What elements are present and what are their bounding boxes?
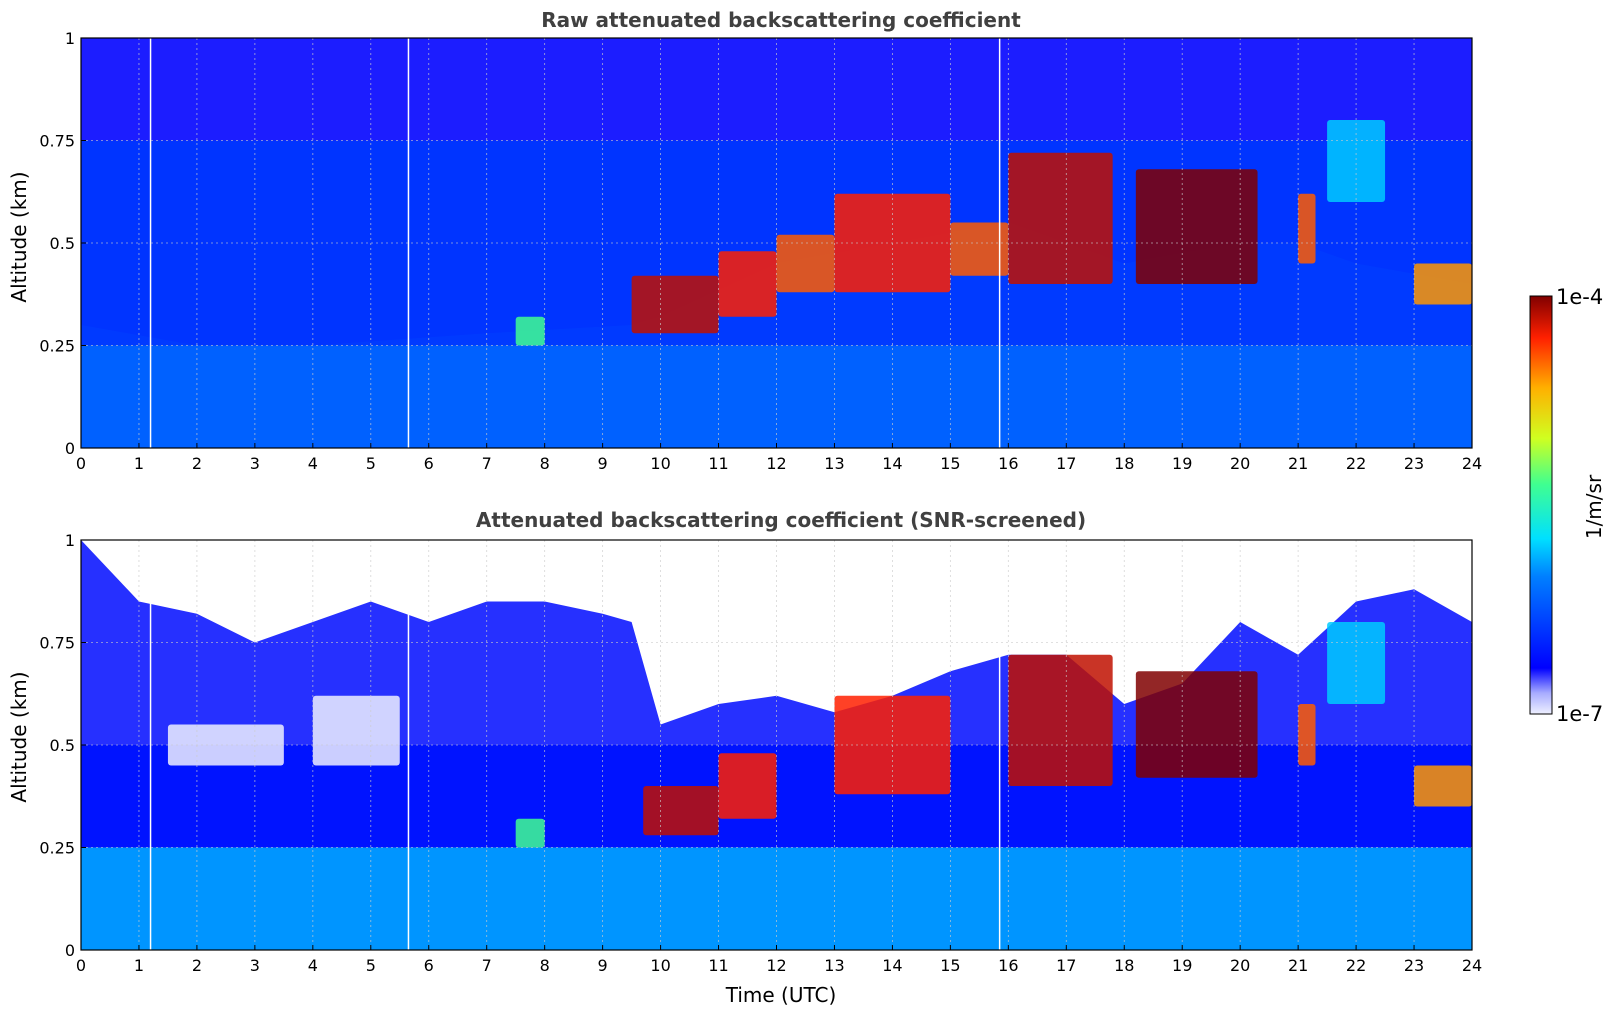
backscatter-feature: [1414, 765, 1472, 807]
colorbar-unit-label: 1/m/sr: [1582, 474, 1606, 539]
x-tick-label: 2: [192, 956, 202, 975]
x-tick-label: 17: [1056, 454, 1076, 473]
y-tick-label: 0.25: [39, 337, 75, 356]
y-tick-label: 1: [65, 531, 75, 550]
x-tick-label: 16: [998, 956, 1018, 975]
x-tick-label: 23: [1404, 454, 1424, 473]
panel-title: Raw attenuated backscattering coefficien…: [541, 8, 1021, 32]
x-tick-label: 22: [1346, 956, 1366, 975]
x-tick-label: 12: [766, 454, 786, 473]
x-tick-label: 5: [366, 956, 376, 975]
x-axis-label: Time (UTC): [725, 983, 837, 1007]
x-tick-label: 10: [650, 454, 670, 473]
x-tick-label: 0: [76, 454, 86, 473]
x-tick-label: 18: [1114, 956, 1134, 975]
x-tick-label: 14: [882, 956, 902, 975]
x-tick-label: 13: [824, 454, 844, 473]
backscatter-feature: [1135, 169, 1258, 284]
x-tick-label: 9: [598, 956, 608, 975]
x-tick-label: 12: [766, 956, 786, 975]
x-tick-label: 17: [1056, 956, 1076, 975]
backscatter-feature: [1414, 263, 1472, 305]
x-tick-label: 4: [308, 956, 318, 975]
x-tick-label: 8: [540, 454, 550, 473]
x-tick-label: 24: [1462, 454, 1482, 473]
x-tick-label: 2: [192, 454, 202, 473]
y-tick-label: 0.25: [39, 839, 75, 858]
backscatter-feature: [1135, 671, 1258, 778]
x-tick-label: 6: [424, 454, 434, 473]
x-tick-label: 16: [998, 454, 1018, 473]
x-tick-label: 24: [1462, 956, 1482, 975]
heatmap-area: 0 1 2 3 4 5 6 7 8 9 10 11 12 13 14 15 16 17 18 19 20 21 22 23 24…: [39, 531, 1482, 975]
x-tick-label: 1: [134, 454, 144, 473]
x-tick-label: 8: [540, 956, 550, 975]
x-tick-label: 23: [1404, 956, 1424, 975]
x-tick-label: 6: [424, 956, 434, 975]
backscatter-feature: [776, 234, 835, 293]
backscatter-feature: [718, 753, 777, 819]
x-tick-label: 20: [1230, 454, 1250, 473]
x-tick-label: 22: [1346, 454, 1366, 473]
backscatter-feature: [1008, 654, 1113, 786]
backscatter-feature: [312, 695, 400, 766]
backscatter-feature: [515, 818, 545, 848]
heatmap-area: 0 1 2 3 4 5 6 7 8 9 10 11 12 13 14 15 16 17 18 19 20 21 22 23 24…: [39, 29, 1482, 473]
backscatter-feature: [631, 275, 719, 334]
colorbar-gradient: [1529, 295, 1553, 715]
x-tick-label: 11: [708, 956, 728, 975]
colorbar-min-label: 1e-7: [1556, 702, 1603, 726]
x-tick-label: 18: [1114, 454, 1134, 473]
backscatter-feature: [1298, 704, 1316, 766]
y-tick-label: 1: [65, 29, 75, 48]
x-tick-label: 0: [76, 956, 86, 975]
x-tick-label: 3: [250, 956, 260, 975]
backscatter-feature: [718, 251, 777, 317]
y-tick-label: 0.75: [39, 132, 75, 151]
y-axis-label: Altitude (km): [7, 171, 31, 302]
x-tick-label: 14: [882, 454, 902, 473]
x-tick-label: 7: [482, 454, 492, 473]
x-tick-label: 15: [940, 956, 960, 975]
backscatter-layer: [81, 847, 1472, 950]
x-tick-label: 21: [1288, 454, 1308, 473]
y-tick-label: 0.75: [39, 634, 75, 653]
x-tick-label: 21: [1288, 956, 1308, 975]
panel-title: Attenuated backscattering coefficient (S…: [476, 508, 1086, 532]
backscatter-feature: [1298, 193, 1316, 264]
x-tick-label: 15: [940, 454, 960, 473]
x-tick-label: 19: [1172, 454, 1192, 473]
backscatter-feature: [515, 316, 545, 346]
x-tick-label: 5: [366, 454, 376, 473]
y-tick-label: 0.5: [50, 736, 75, 755]
backscatter-feature: [950, 222, 1009, 276]
backscatter-feature: [643, 786, 719, 836]
x-tick-label: 7: [482, 956, 492, 975]
x-tick-label: 1: [134, 956, 144, 975]
x-tick-label: 3: [250, 454, 260, 473]
y-tick-label: 0: [65, 439, 75, 458]
x-tick-label: 19: [1172, 956, 1192, 975]
colorbar-max-label: 1e-4: [1556, 285, 1603, 309]
x-tick-label: 4: [308, 454, 318, 473]
colorbar: 1e-4 1e-7 1/m/sr: [1529, 285, 1606, 726]
x-tick-label: 11: [708, 454, 728, 473]
x-tick-label: 10: [650, 956, 670, 975]
x-tick-label: 9: [598, 454, 608, 473]
x-tick-label: 13: [824, 956, 844, 975]
y-tick-label: 0: [65, 941, 75, 960]
x-tick-label: 20: [1230, 956, 1250, 975]
backscatter-feature: [1008, 152, 1113, 284]
raw-backscatter-panel: Raw attenuated backscattering coefficien…: [7, 8, 1482, 473]
snr-screened-backscatter-panel: Attenuated backscattering coefficient (S…: [7, 508, 1482, 1007]
y-axis-label: Altitude (km): [7, 671, 31, 802]
y-tick-label: 0.5: [50, 234, 75, 253]
